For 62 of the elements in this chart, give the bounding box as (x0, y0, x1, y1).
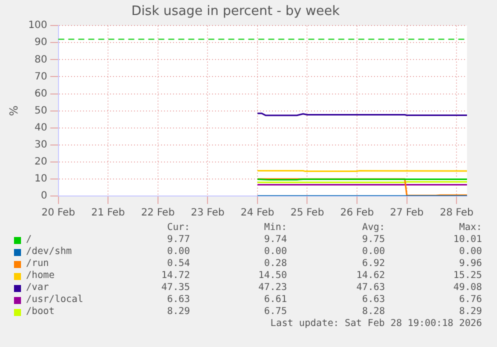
text: 14.50 (258, 270, 287, 281)
text: 6.63 (167, 294, 190, 305)
text: 14.62 (356, 270, 385, 281)
text: 14.72 (161, 270, 190, 281)
x-tick-label: 22 Feb (141, 208, 175, 219)
legend-label: /run (26, 258, 49, 269)
chart-title: Disk usage in percent - by week (131, 4, 340, 20)
text: 0.00 (362, 246, 385, 257)
legend-label: /dev/shm (26, 246, 72, 257)
text: Avg: (362, 222, 385, 233)
text: 9.96 (459, 258, 482, 269)
text: 49.08 (453, 282, 482, 293)
y-tick-label: 0 (40, 190, 48, 202)
text: 0.54 (167, 258, 190, 269)
text: 6.63 (362, 294, 385, 305)
text: Max: (459, 222, 482, 233)
x-tick-label: 26 Feb (340, 208, 374, 219)
y-tick-label: 30 (34, 139, 48, 150)
y-tick-label: 40 (34, 122, 48, 134)
y-tick-label: 80 (34, 54, 48, 66)
text: 15.25 (453, 270, 482, 281)
y-tick-label: 20 (34, 156, 48, 168)
y-tick-label: 100 (28, 20, 48, 32)
text: Last update: Sat Feb 28 19:00:18 2026 (270, 318, 482, 329)
x-tick-label: 23 Feb (190, 208, 224, 219)
x-tick-label: 20 Feb (41, 208, 76, 219)
x-tick-label: 25 Feb (290, 208, 324, 219)
text: 9.75 (362, 234, 385, 245)
legend-label: /var (26, 282, 49, 293)
text: 0.28 (264, 258, 287, 269)
text: 6.61 (264, 294, 287, 305)
x-tick-label: 21 Feb (91, 208, 125, 219)
text: 6.75 (264, 306, 287, 317)
legend-label: / (26, 234, 32, 245)
text: 9.77 (167, 234, 190, 245)
text: Cur: (167, 222, 190, 233)
text: 8.29 (459, 306, 482, 317)
y-tick-label: 50 (34, 105, 48, 116)
y-tick-label: 90 (34, 37, 48, 48)
text: 8.29 (167, 306, 190, 317)
text: 10.01 (453, 234, 482, 245)
y-axis-title: % (7, 106, 20, 116)
x-tick-label: 28 Feb (440, 208, 474, 219)
text: 47.35 (161, 282, 190, 293)
text: 0.00 (264, 246, 287, 257)
y-tick-label: 70 (34, 71, 48, 82)
text: 0.00 (167, 246, 190, 257)
text: Min: (264, 222, 287, 233)
text: 9.74 (264, 234, 287, 245)
text: 6.76 (459, 294, 482, 305)
x-tick-label: 24 Feb (240, 208, 274, 219)
text: 0.00 (459, 246, 482, 257)
text: 6.92 (362, 258, 385, 269)
text: 47.63 (356, 282, 385, 293)
legend-label: /boot (26, 306, 55, 317)
legend-label: /home (26, 270, 55, 281)
y-tick-label: 10 (34, 174, 48, 185)
text: 47.23 (258, 282, 287, 293)
legend-label: /usr/local (26, 294, 84, 305)
x-tick-label: 27 Feb (390, 208, 424, 219)
y-tick-label: 60 (34, 88, 48, 100)
text: 8.28 (362, 306, 385, 317)
